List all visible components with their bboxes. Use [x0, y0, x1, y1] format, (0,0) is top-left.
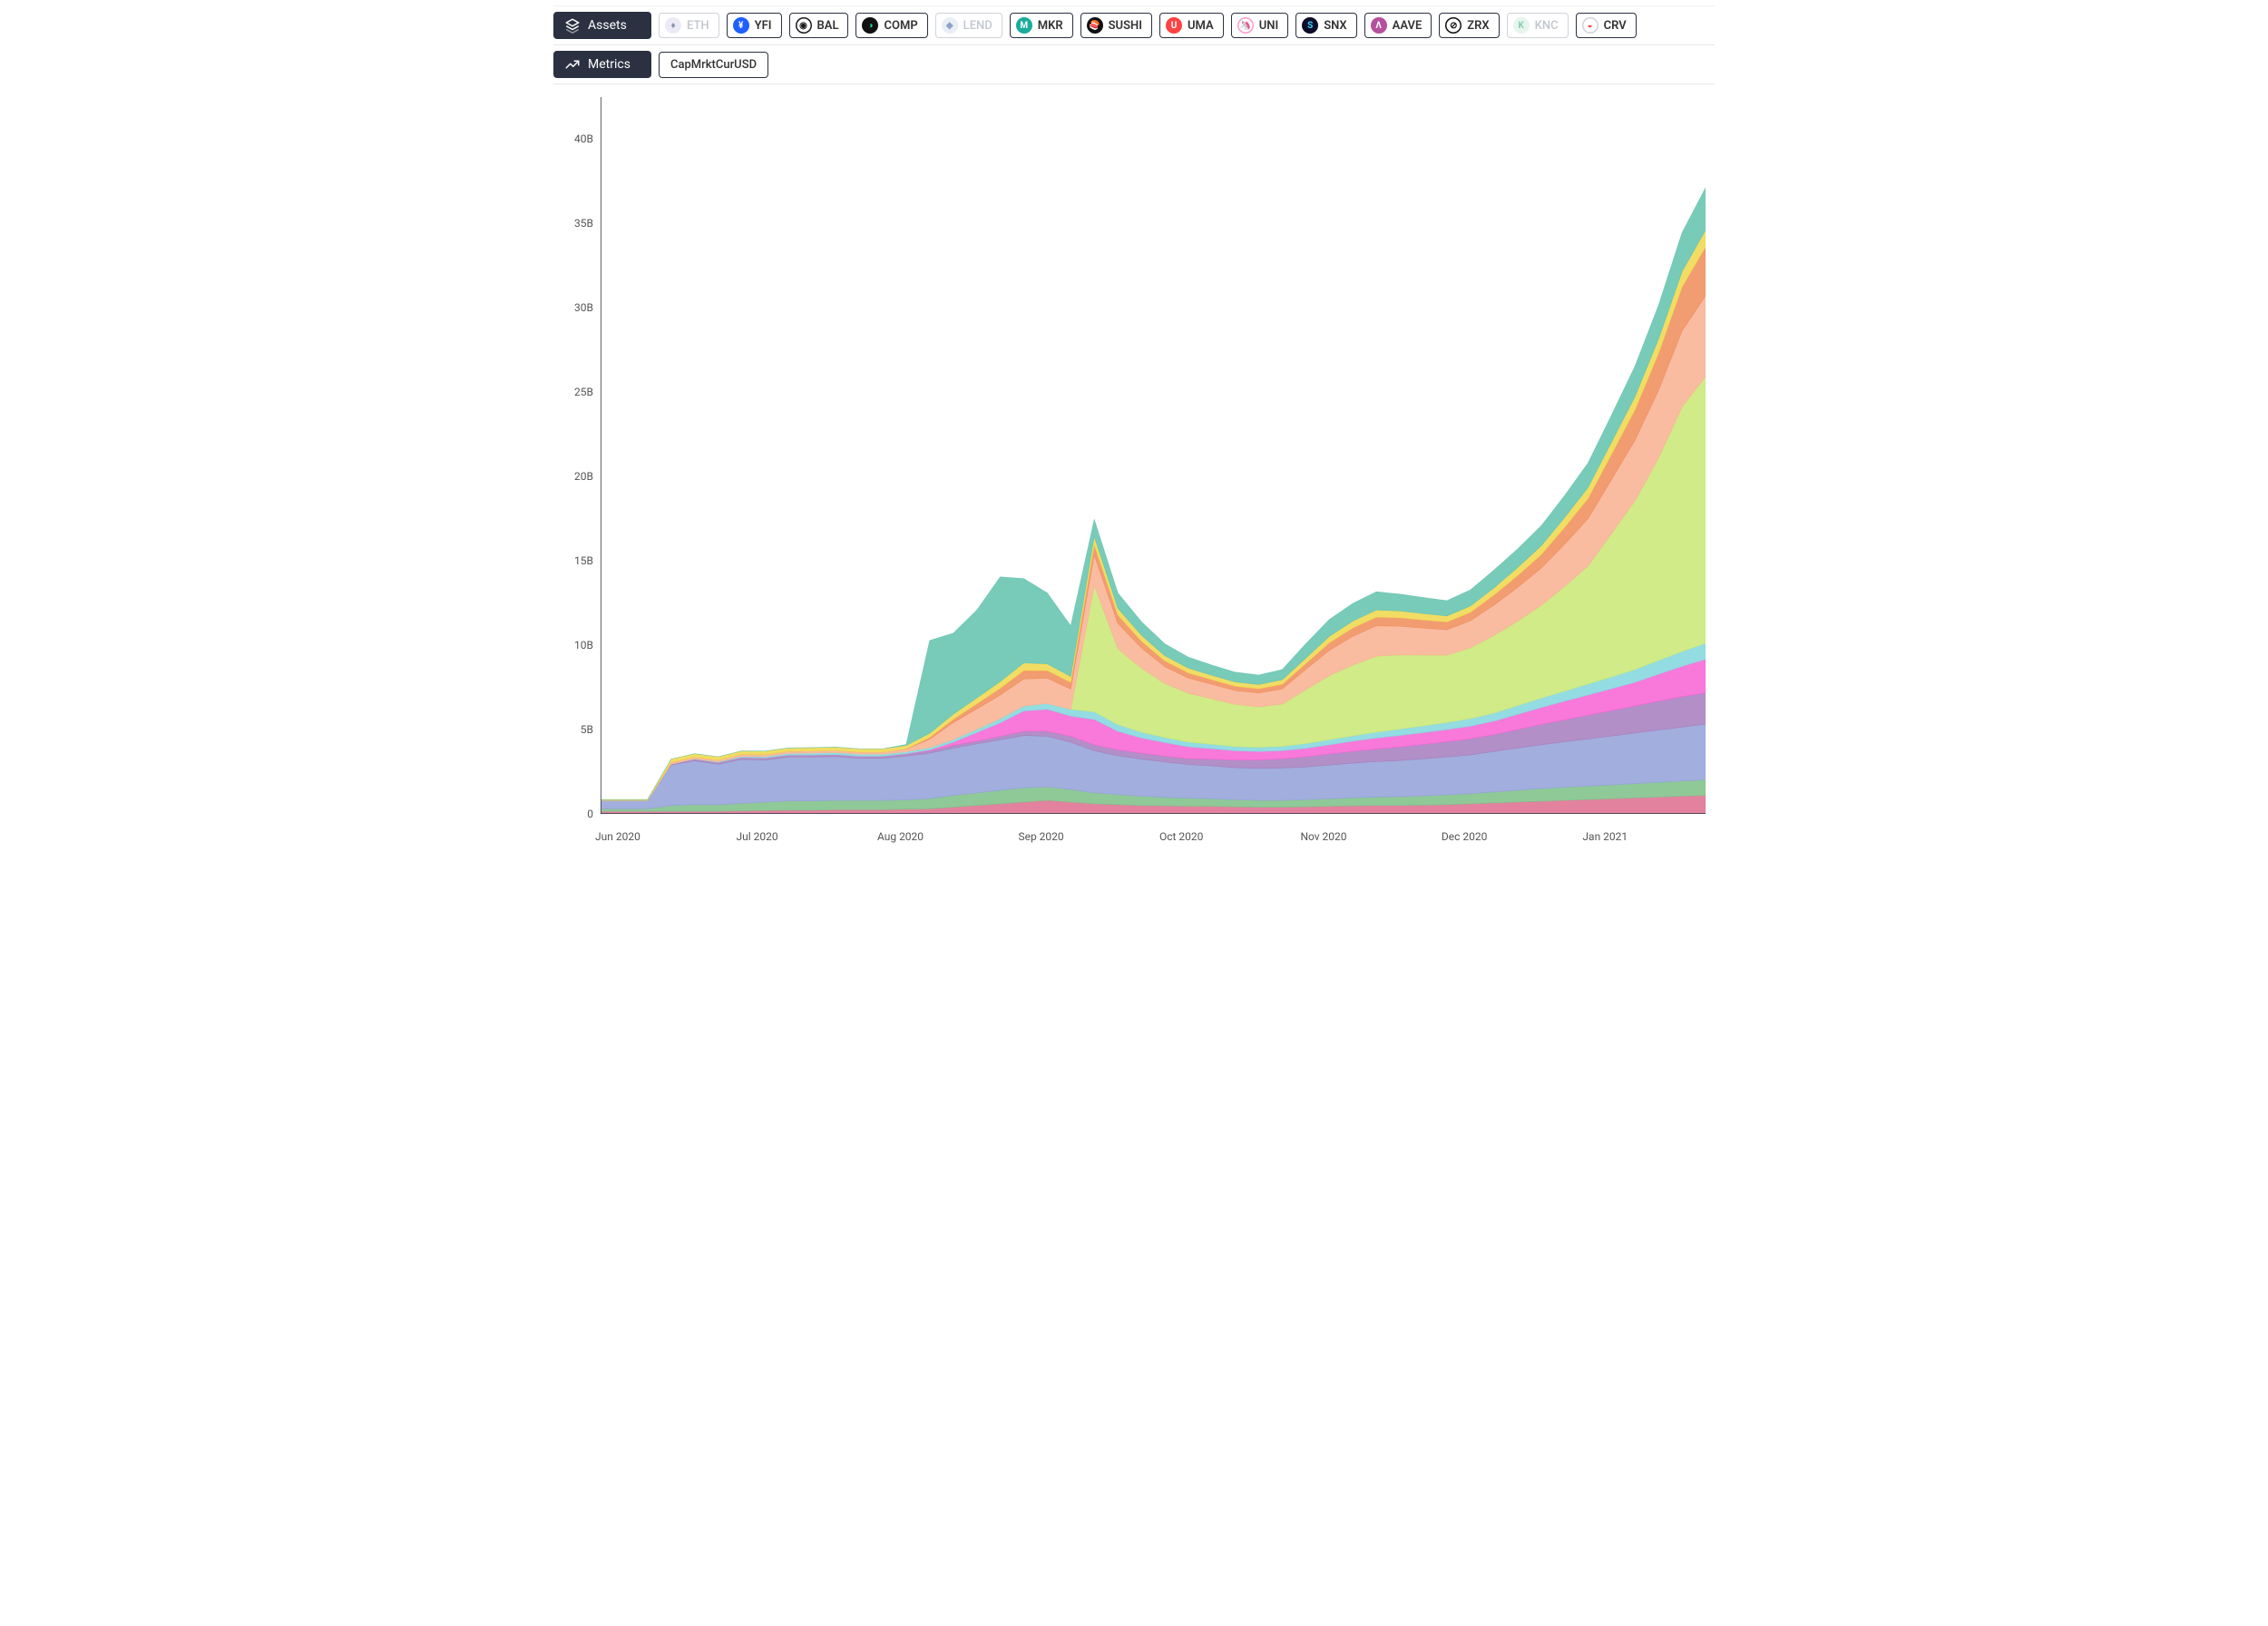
- asset-pill-label: SNX: [1324, 19, 1346, 33]
- metrics-label-button[interactable]: Metrics: [553, 51, 651, 78]
- metric-pill[interactable]: CapMrktCurUSD: [659, 52, 768, 78]
- asset-pill-label: BAL: [817, 19, 839, 33]
- y-tick-label: 25B: [574, 386, 593, 398]
- asset-pill-label: YFI: [755, 19, 772, 33]
- assets-toolbar: Assets ♦ ETH ¥ YFI ◉ BAL ◑ COMP ◆ LEND M MKR 🍣 SUSHI U…: [553, 5, 1715, 45]
- asset-pill-uma[interactable]: U UMA: [1159, 13, 1224, 38]
- layers-icon: [564, 17, 581, 34]
- x-tick-label: Nov 2020: [1300, 830, 1346, 843]
- y-tick-label: 0: [587, 808, 593, 820]
- x-tick-label: Jan 2021: [1582, 830, 1628, 843]
- trend-icon: [564, 56, 581, 73]
- asset-pill-crv[interactable]: ◒ CRV: [1576, 13, 1637, 38]
- chart-svg: [601, 97, 1706, 814]
- asset-pill-label: SUSHI: [1109, 19, 1142, 33]
- asset-pill-uni[interactable]: 🦄 UNI: [1231, 13, 1288, 38]
- asset-pill-zrx[interactable]: ⊘ ZRX: [1439, 13, 1499, 38]
- x-tick-label: Dec 2020: [1442, 830, 1487, 843]
- asset-pill-label: KNC: [1535, 19, 1559, 33]
- assets-label-button[interactable]: Assets: [553, 12, 651, 39]
- snx-icon: S: [1302, 17, 1318, 34]
- metrics-label-text: Metrics: [588, 57, 631, 72]
- assets-label-text: Assets: [588, 18, 627, 33]
- aave-icon: Λ: [1371, 17, 1387, 34]
- y-tick-label: 20B: [574, 470, 593, 483]
- crv-icon: ◒: [1582, 17, 1598, 34]
- asset-pill-yfi[interactable]: ¥ YFI: [727, 13, 782, 38]
- uma-icon: U: [1166, 17, 1182, 34]
- asset-pill-label: ZRX: [1467, 19, 1489, 33]
- asset-pill-knc[interactable]: K KNC: [1507, 13, 1569, 38]
- asset-pill-label: MKR: [1038, 19, 1063, 33]
- asset-pill-label: CRV: [1604, 19, 1627, 33]
- chart-plot[interactable]: [601, 97, 1706, 814]
- comp-icon: ◑: [862, 17, 878, 34]
- asset-pill-comp[interactable]: ◑ COMP: [855, 13, 927, 38]
- asset-pill-mkr[interactable]: M MKR: [1010, 13, 1073, 38]
- metrics-toolbar: Metrics CapMrktCurUSD: [553, 45, 1715, 84]
- x-tick-label: Aug 2020: [877, 830, 924, 843]
- asset-pill-label: UNI: [1259, 19, 1278, 33]
- asset-pill-label: AAVE: [1393, 19, 1422, 33]
- mkr-icon: M: [1016, 17, 1032, 34]
- x-tick-label: Jul 2020: [736, 830, 777, 843]
- y-tick-label: 15B: [574, 554, 593, 567]
- y-tick-label: 10B: [574, 639, 593, 651]
- chart-container: 0 5B 10B 15B 20B 25B 30B 35B 40B Jun 2020 Jul 202…: [553, 97, 1706, 850]
- y-tick-label: 30B: [574, 301, 593, 314]
- asset-pill-bal[interactable]: ◉ BAL: [789, 13, 849, 38]
- eth-icon: ♦: [665, 17, 681, 34]
- asset-pill-sushi[interactable]: 🍣 SUSHI: [1080, 13, 1152, 38]
- bal-icon: ◉: [796, 17, 812, 34]
- uni-icon: 🦄: [1237, 17, 1254, 34]
- asset-pill-list: ♦ ETH ¥ YFI ◉ BAL ◑ COMP ◆ LEND M MKR 🍣 SUSHI U UMA 🦄 UNI…: [659, 13, 1637, 38]
- y-tick-label: 35B: [574, 217, 593, 230]
- asset-pill-lend[interactable]: ◆ LEND: [935, 13, 1002, 38]
- x-tick-label: Jun 2020: [595, 830, 640, 843]
- asset-pill-label: COMP: [884, 19, 917, 33]
- x-tick-label: Sep 2020: [1018, 830, 1063, 843]
- y-axis-ticks: 05B10B15B20B25B30B35B40B: [553, 97, 599, 814]
- y-tick-label: 40B: [574, 132, 593, 145]
- x-tick-label: Oct 2020: [1159, 830, 1203, 843]
- x-axis-ticks: Jun 2020Jul 2020Aug 2020Sep 2020Oct 2020…: [601, 823, 1706, 850]
- sushi-icon: 🍣: [1087, 17, 1103, 34]
- asset-pill-aave[interactable]: Λ AAVE: [1364, 13, 1432, 38]
- yfi-icon: ¥: [733, 17, 749, 34]
- lend-icon: ◆: [942, 17, 958, 34]
- zrx-icon: ⊘: [1445, 17, 1461, 34]
- asset-pill-eth[interactable]: ♦ ETH: [659, 13, 719, 38]
- asset-pill-snx[interactable]: S SNX: [1295, 13, 1356, 38]
- y-tick-label: 5B: [581, 723, 593, 736]
- asset-pill-label: ETH: [687, 19, 709, 33]
- knc-icon: K: [1513, 17, 1530, 34]
- asset-pill-label: LEND: [963, 19, 992, 33]
- asset-pill-label: UMA: [1188, 19, 1214, 33]
